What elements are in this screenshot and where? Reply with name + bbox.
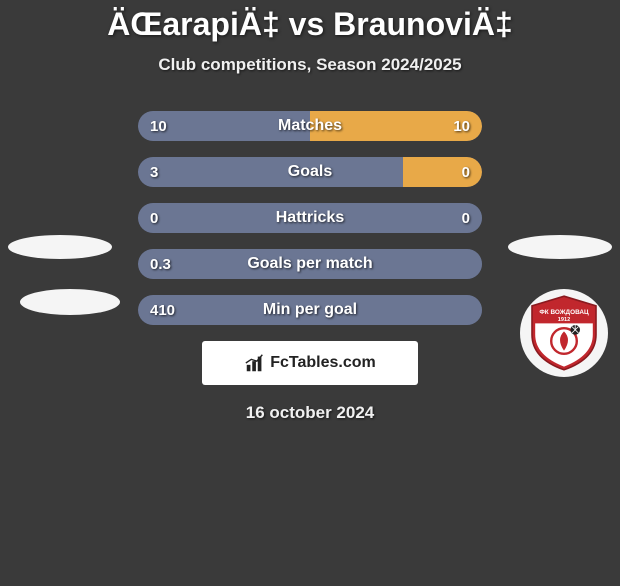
page-subtitle: Club competitions, Season 2024/2025 <box>0 55 620 75</box>
brand-box: FcTables.com <box>202 341 418 385</box>
bar-right-value: 0 <box>462 157 470 187</box>
page-title: ÄŒarapiÄ‡ vs BraunoviÄ‡ <box>0 6 620 43</box>
right-team-placeholder <box>508 235 612 259</box>
bar-row: 0 Hattricks 0 <box>138 203 482 233</box>
right-team-crest: ФК ВОЖДОВАЦ 1912 <box>520 289 608 377</box>
bar-label: Hattricks <box>138 203 482 233</box>
bar-row: 0.3 Goals per match <box>138 249 482 279</box>
bar-row: 10 Matches 10 <box>138 111 482 141</box>
crest-icon: ФК ВОЖДОВАЦ 1912 <box>524 293 604 373</box>
bar-row: 410 Min per goal <box>138 295 482 325</box>
bar-label: Min per goal <box>138 295 482 325</box>
bar-label: Goals <box>138 157 482 187</box>
bar-right-value: 10 <box>453 111 470 141</box>
comparison-chart: ФК ВОЖДОВАЦ 1912 10 Matches 10 3 Goals 0… <box>0 111 620 423</box>
chart-icon <box>244 352 266 374</box>
left-team-placeholder-1 <box>8 235 112 259</box>
left-team-placeholder-2 <box>20 289 120 315</box>
svg-text:1912: 1912 <box>558 317 570 323</box>
bar-right-value: 0 <box>462 203 470 233</box>
bar-label: Matches <box>138 111 482 141</box>
svg-text:ФК ВОЖДОВАЦ: ФК ВОЖДОВАЦ <box>539 309 589 316</box>
brand-text: FcTables.com <box>270 354 376 372</box>
bar-label: Goals per match <box>138 249 482 279</box>
footer-date: 16 october 2024 <box>0 403 620 423</box>
bar-row: 3 Goals 0 <box>138 157 482 187</box>
